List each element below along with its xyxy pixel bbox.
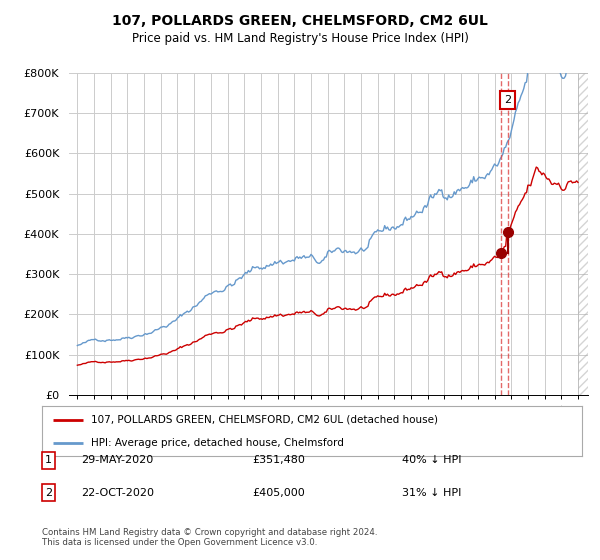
Text: 2: 2	[45, 488, 52, 498]
Text: £405,000: £405,000	[252, 488, 305, 498]
Text: 1: 1	[45, 455, 52, 465]
Text: 29-MAY-2020: 29-MAY-2020	[81, 455, 153, 465]
Text: 31% ↓ HPI: 31% ↓ HPI	[402, 488, 461, 498]
Text: Contains HM Land Registry data © Crown copyright and database right 2024.
This d: Contains HM Land Registry data © Crown c…	[42, 528, 377, 547]
Text: 22-OCT-2020: 22-OCT-2020	[81, 488, 154, 498]
Text: 107, POLLARDS GREEN, CHELMSFORD, CM2 6UL (detached house): 107, POLLARDS GREEN, CHELMSFORD, CM2 6UL…	[91, 414, 437, 424]
Text: 107, POLLARDS GREEN, CHELMSFORD, CM2 6UL: 107, POLLARDS GREEN, CHELMSFORD, CM2 6UL	[112, 14, 488, 28]
Text: £351,480: £351,480	[252, 455, 305, 465]
Text: 2: 2	[504, 95, 511, 105]
Bar	[578, 73, 588, 395]
Text: 40% ↓ HPI: 40% ↓ HPI	[402, 455, 461, 465]
Text: HPI: Average price, detached house, Chelmsford: HPI: Average price, detached house, Chel…	[91, 438, 343, 448]
Text: Price paid vs. HM Land Registry's House Price Index (HPI): Price paid vs. HM Land Registry's House …	[131, 32, 469, 45]
